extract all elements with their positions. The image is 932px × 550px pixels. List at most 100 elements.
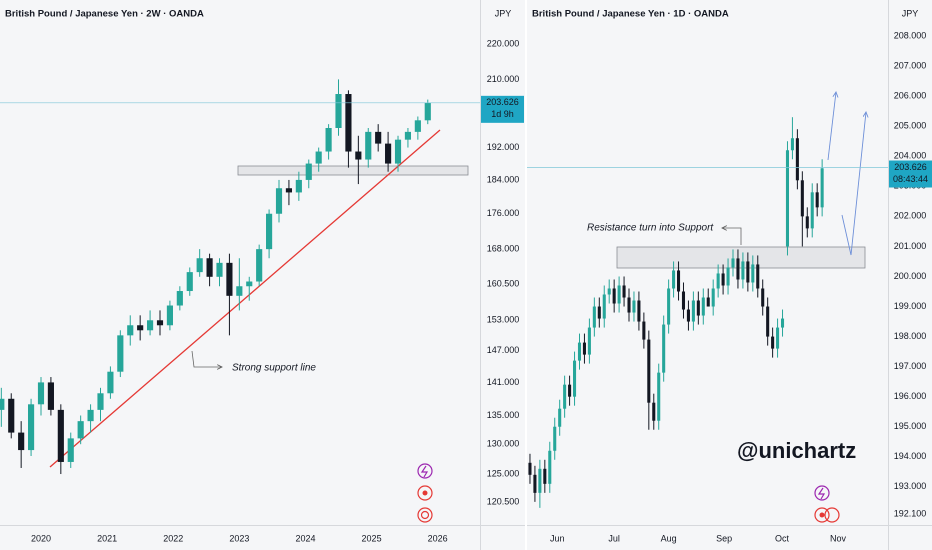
projection-arrow [827,92,836,161]
y-tick-label: 202.000 [894,211,927,221]
annotation-text: Resistance turn into Support [587,223,714,234]
y-tick-label: 199.000 [894,301,927,311]
x-tick-label: 2026 [428,533,448,543]
candle-body [77,421,84,439]
candle-body [365,131,372,160]
price-label-box [889,160,932,188]
x-tick-label: 2022 [163,533,183,543]
zone-box [616,246,866,269]
candle-body [741,261,745,280]
candle-body [345,94,352,152]
candle-body [785,150,790,247]
candle-body [706,297,710,307]
candle-body [756,264,760,289]
x-tick-label: Jul [608,533,620,543]
annotation-text: Strong support line [232,363,316,374]
candle-body [266,213,273,250]
candle-body [607,288,611,295]
candle-body [736,258,740,280]
candle-body [716,273,720,289]
y-tick-label: 184.000 [487,174,520,184]
candle-body [28,404,35,451]
candle-body [776,327,780,349]
projection-arrow [841,112,866,256]
candle-body [815,192,819,208]
countdown-label: 1d 9h [491,109,514,119]
candle-body [696,300,700,316]
candle-body [0,398,5,410]
candle-body [325,127,332,152]
candle-body [543,468,547,484]
candle-body [538,468,542,493]
countdown-label: 08:43:44 [893,174,928,184]
x-tick-label: 2023 [229,533,249,543]
y-tick-label: 195.000 [894,421,927,431]
candle-body [275,188,283,214]
y-tick-label: 207.000 [894,60,927,70]
y-tick-label: 197.000 [894,361,927,371]
candle-body [295,179,302,193]
price-label-box [481,95,524,123]
toolbar-icons[interactable] [417,463,840,523]
candle-body [375,131,382,144]
candle-body [751,264,755,283]
candle-body [206,258,213,277]
candle-body [761,288,765,307]
candle-body [676,270,681,292]
candle-body [256,249,263,282]
candle-body [582,342,586,355]
candle-body [573,360,577,397]
candle-body [662,324,666,373]
candle-body [686,309,690,322]
x-tick-label: Jun [550,533,565,543]
candle-body [766,306,770,337]
candles [0,79,431,475]
x-tick-label: Aug [661,533,677,543]
candle-body [47,382,54,410]
candle-body [810,192,814,229]
candle-body [726,267,730,286]
chart-title: British Pound / Japanese Yen · 1D · OAND… [532,9,729,20]
y-tick-label: 194.000 [894,451,927,461]
y-tick-label: 198.000 [894,331,927,341]
candle-body [196,258,203,273]
candle-body [226,262,233,296]
candle-body [18,432,25,451]
candle-body [642,321,646,340]
candle-body [558,408,562,427]
candle-body [563,384,567,409]
candle-body [404,131,412,140]
y-tick-label: 205.000 [894,121,927,131]
x-tick-label: Sep [716,533,732,543]
candle-body [533,474,537,493]
candle-body [731,258,735,268]
y-tick-label: 220.000 [487,38,520,48]
candle-body [592,306,596,328]
x-tick-label: Nov [830,533,847,543]
candle-body [97,393,104,410]
candle-body [236,286,243,296]
candle-body [385,143,392,164]
candle-body [394,139,402,164]
candle-body [67,438,74,462]
candle-body [612,288,616,304]
candle-body [667,288,671,325]
candle-body [577,342,582,361]
candle-body [186,272,193,292]
y-tick-label: 130.000 [487,439,520,449]
left-panel [0,0,525,550]
y-tick-label: 200.000 [894,271,927,281]
y-tick-label: 141.000 [487,377,520,387]
candle-body [414,120,421,132]
last-price-label: 203.626 [894,162,927,172]
y-tick-label: 176.000 [487,208,520,218]
candle-body [568,384,572,397]
candle-body [335,94,342,128]
candle-body [166,305,173,326]
candle-body [156,320,164,326]
candle-body [602,294,606,319]
candle-body [652,402,656,421]
candle-body [681,291,686,310]
